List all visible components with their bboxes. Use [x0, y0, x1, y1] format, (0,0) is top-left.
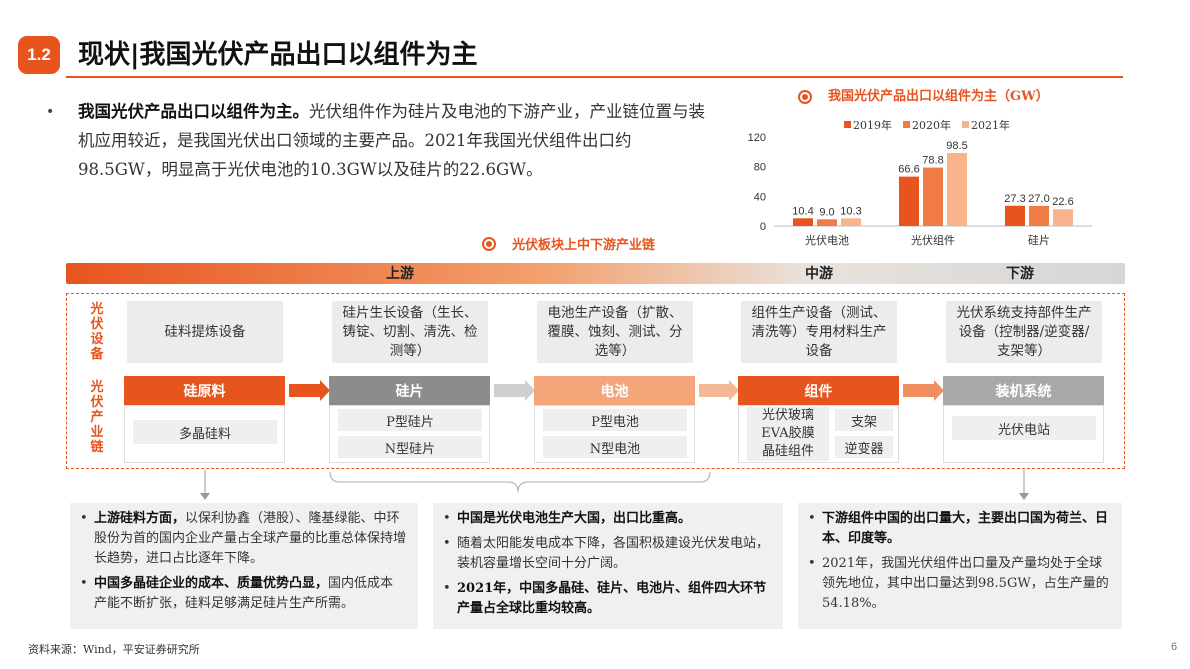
equipment-wafer: 硅片生长设备（生长、铸锭、切割、清洗、检测等）: [332, 301, 488, 363]
stage-bar: [66, 263, 1125, 284]
chain-body-wafer: P型硅片 N型硅片: [329, 405, 490, 463]
chain-item: N型硅片: [338, 436, 482, 458]
page-title: 现状|我国光伏产品出口以组件为主: [78, 40, 478, 70]
y-tick-label: 40: [754, 191, 766, 203]
bar: [817, 219, 837, 226]
equipment-silicon: 硅料提炼设备: [127, 301, 283, 363]
data-label: 22.6: [1052, 196, 1073, 208]
chain-item: P型硅片: [338, 409, 482, 431]
bar: [1005, 205, 1025, 226]
note-item: 中国是光伏电池生产大国，出口比重高。: [443, 509, 771, 529]
category-label: 光伏电池: [805, 233, 849, 247]
stage-downstream: 下游: [1006, 266, 1034, 282]
bar: [923, 167, 943, 226]
intro-lead: 我国光伏产品出口以组件为主。: [78, 102, 309, 121]
category-label: 硅片: [1028, 234, 1050, 247]
note-box-downstream: 下游组件中国的出口量大，主要出口国为荷兰、日本、印度等。 2021年，我国光伏组…: [798, 503, 1122, 629]
chain-item: EVA胶膜: [761, 426, 815, 441]
chain-body-cell: P型电池 N型电池: [534, 405, 695, 463]
title-divider: [66, 76, 1123, 78]
data-label: 27.0: [1028, 193, 1049, 205]
source-note: 资料来源：Wind，平安证券研究所: [28, 643, 200, 656]
bar: [1029, 205, 1049, 226]
chain-item-group: 光伏玻璃 EVA胶膜 晶硅组件: [747, 407, 829, 461]
chain-body-system: 光伏电站: [943, 405, 1104, 463]
bar: [1053, 209, 1073, 226]
data-label: 10.3: [840, 205, 861, 217]
equipment-module: 组件生产设备（测试、清洗等）专用材料生产设备: [741, 301, 897, 363]
page-number: 6: [1171, 641, 1178, 653]
data-label: 10.4: [792, 205, 813, 217]
data-label: 98.5: [946, 140, 967, 152]
legend-label: 2019年: [853, 118, 892, 132]
chain-item: P型电池: [543, 409, 687, 431]
legend-label: 2021年: [971, 118, 1010, 132]
note-box-midstream: 中国是光伏电池生产大国，出口比重高。 随着太阳能发电成本下降，各国积极建设光伏发…: [433, 503, 783, 629]
chain-body-module: 光伏玻璃 EVA胶膜 晶硅组件 支架 逆变器: [738, 405, 899, 463]
intro-paragraph: 我国光伏产品出口以组件为主。光伏组件作为硅片及电池的下游产业，产业链位置与装机应…: [78, 97, 708, 184]
note-item: 2021年，中国多晶硅、硅片、电池片、组件四大环节产量占全球比重均较高。: [443, 579, 771, 619]
target-icon: [482, 237, 496, 251]
bar: [793, 218, 813, 226]
bar: [841, 218, 861, 226]
data-label: 9.0: [819, 206, 834, 218]
chain-header-module: 组件: [738, 376, 899, 405]
legend-swatch: [903, 121, 910, 128]
arrow-right-icon: [289, 380, 330, 401]
chain-item: 晶硅组件: [761, 444, 814, 459]
stage-upstream: 上游: [386, 266, 414, 282]
chain-item: 光伏电站: [952, 416, 1096, 440]
chain-item: 支架: [835, 409, 893, 431]
arrow-right-icon: [494, 380, 535, 401]
row-label-equipment: 光伏设备: [90, 302, 104, 362]
chain-header-wafer: 硅片: [329, 376, 490, 405]
note-item: 下游组件中国的出口量大，主要出口国为荷兰、日本、印度等。: [808, 509, 1110, 549]
export-bar-chart: 0 40 80 120 10.4 9.0 10.3 光伏电池 66.678.898.5 光伏组件 2…: [748, 118, 1092, 247]
chart-title: 我国光伏产品出口以组件为主（GW）: [828, 89, 1049, 104]
arrow-right-icon: [699, 380, 739, 401]
bar: [899, 176, 919, 226]
arrow-down-icon: [200, 493, 210, 500]
legend-swatch: [962, 121, 969, 128]
y-tick-label: 120: [748, 132, 766, 144]
note-item: 中国多晶硅企业的成本、质量优势凸显，国内低成本产能不断扩张，硅料足够满足硅片生产…: [80, 574, 406, 614]
chain-item: 光伏玻璃: [761, 408, 814, 423]
chain-header-cell: 电池: [534, 376, 695, 405]
target-icon: [798, 90, 812, 104]
note-box-upstream: 上游硅料方面，以保利协鑫（港股）、隆基绿能、中环股份为首的国内企业产量占全球产量…: [70, 503, 418, 629]
y-tick-label: 0: [760, 221, 766, 233]
chain-item: 逆变器: [835, 436, 893, 458]
stage-midstream: 中游: [805, 266, 833, 282]
row-label-chain: 光伏产业链: [90, 380, 104, 455]
chain-item: N型电池: [543, 436, 687, 458]
chain-header-system: 装机系统: [943, 376, 1104, 405]
category-label: 光伏组件: [911, 233, 955, 247]
intro-bullet: •: [46, 104, 55, 120]
industry-chain-frame: [66, 293, 1125, 469]
arrow-down-icon: [1019, 493, 1029, 500]
chain-body-silicon: 多晶硅料: [124, 405, 285, 463]
y-tick-label: 80: [754, 162, 766, 174]
equipment-system: 光伏系统支持部件生产设备（控制器/逆变器/支架等）: [946, 301, 1102, 363]
data-label: 66.6: [898, 164, 919, 176]
chain-item: 多晶硅料: [133, 420, 277, 444]
legend-swatch: [844, 121, 851, 128]
arrow-right-icon: [903, 380, 944, 401]
section-number-badge: 1.2: [18, 36, 60, 74]
note-item: 上游硅料方面，以保利协鑫（港股）、隆基绿能、中环股份为首的国内企业产量占全球产量…: [80, 509, 406, 569]
intro-body: 光伏组件作为硅片及电池的下游产业，产业链位置与装机应用较近，是我国光伏出口领域的…: [78, 102, 705, 179]
equipment-cell: 电池生产设备（扩散、覆膜、蚀刻、测试、分选等）: [537, 301, 693, 363]
bar: [947, 152, 967, 226]
note-item: 随着太阳能发电成本下降，各国积极建设光伏发电站，装机容量增长空间十分广阔。: [443, 534, 771, 574]
data-label: 27.3: [1004, 193, 1025, 205]
chain-header-silicon: 硅原料: [124, 376, 285, 405]
data-label: 78.8: [922, 155, 943, 167]
flow-title: 光伏板块上中下游产业链: [512, 238, 656, 253]
legend-label: 2020年: [912, 118, 951, 132]
note-item: 2021年，我国光伏组件出口量及产量均处于全球领先地位，其中出口量达到98.5G…: [808, 554, 1110, 614]
